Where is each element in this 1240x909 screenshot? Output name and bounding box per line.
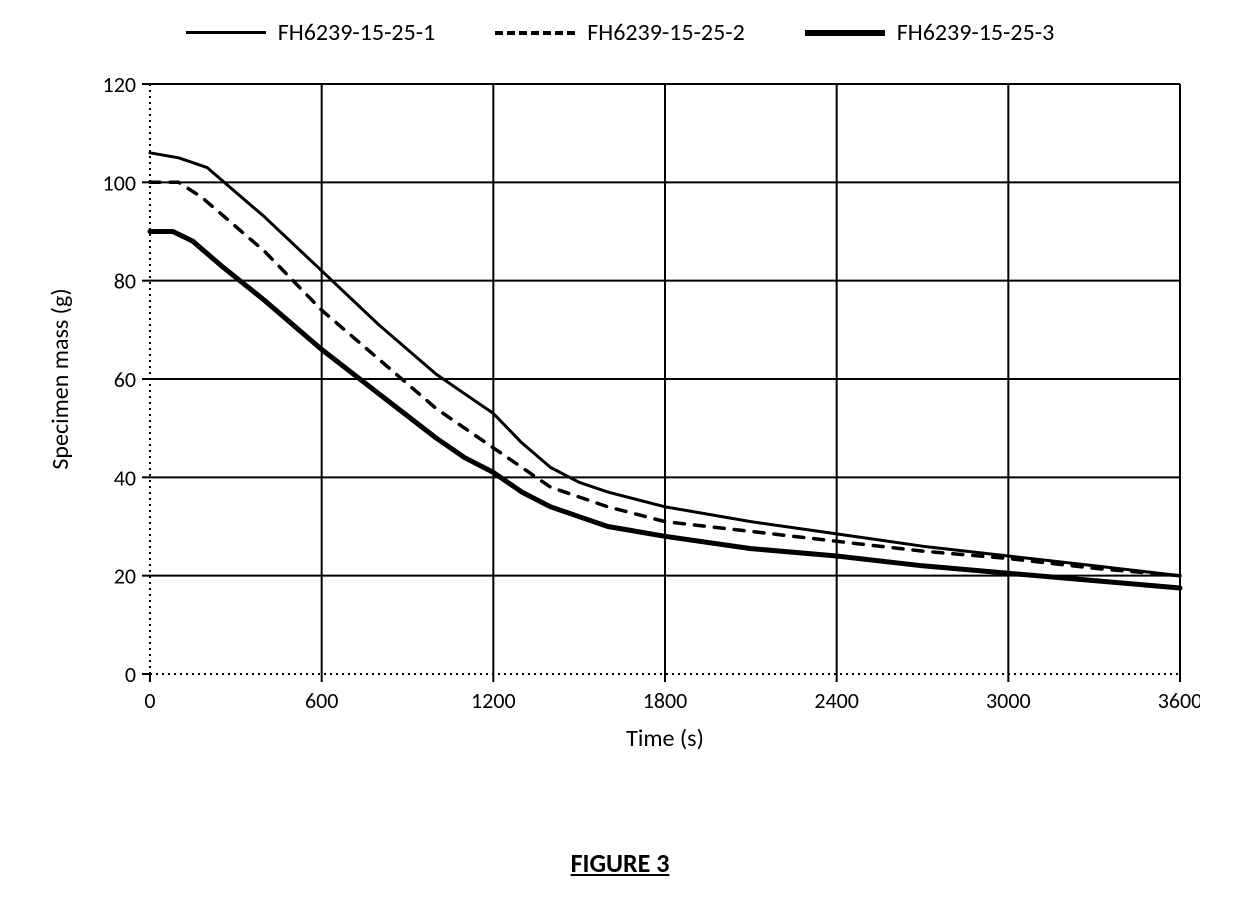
legend: FH6239-15-25-1 FH6239-15-25-2 FH6239-15-…: [0, 18, 1240, 47]
svg-text:60: 60: [114, 366, 136, 393]
svg-text:Specimen mass (g): Specimen mass (g): [46, 288, 75, 469]
legend-swatch-3: [805, 30, 885, 36]
legend-item-3: FH6239-15-25-3: [805, 18, 1055, 47]
chart-svg: 0 600 1200 1800 2400 3000 3600 0 20 40 60 80 100 120 T…: [40, 64, 1200, 764]
legend-item-1: FH6239-15-25-1: [186, 18, 436, 47]
page: FH6239-15-25-1 FH6239-15-25-2 FH6239-15-…: [0, 0, 1240, 909]
svg-text:3000: 3000: [986, 687, 1031, 714]
svg-text:120: 120: [103, 71, 136, 98]
svg-text:80: 80: [114, 268, 136, 295]
svg-text:Time (s): Time (s): [626, 724, 704, 753]
svg-text:2400: 2400: [814, 687, 859, 714]
svg-text:0: 0: [125, 661, 136, 688]
svg-text:1200: 1200: [471, 687, 516, 714]
svg-text:0: 0: [144, 687, 155, 714]
svg-text:40: 40: [114, 464, 136, 491]
legend-swatch-2: [495, 31, 575, 35]
svg-text:3600: 3600: [1158, 687, 1200, 714]
svg-text:600: 600: [305, 687, 338, 714]
legend-swatch-1: [186, 31, 266, 34]
legend-label-1: FH6239-15-25-1: [278, 18, 436, 47]
svg-text:20: 20: [114, 563, 136, 590]
legend-item-2: FH6239-15-25-2: [495, 18, 745, 47]
chart: 0 600 1200 1800 2400 3000 3600 0 20 40 60 80 100 120 T…: [40, 64, 1200, 764]
svg-text:100: 100: [103, 169, 136, 196]
legend-label-2: FH6239-15-25-2: [587, 18, 745, 47]
legend-label-3: FH6239-15-25-3: [897, 18, 1055, 47]
svg-text:1800: 1800: [643, 687, 688, 714]
figure-caption: FIGURE 3: [0, 847, 1240, 879]
